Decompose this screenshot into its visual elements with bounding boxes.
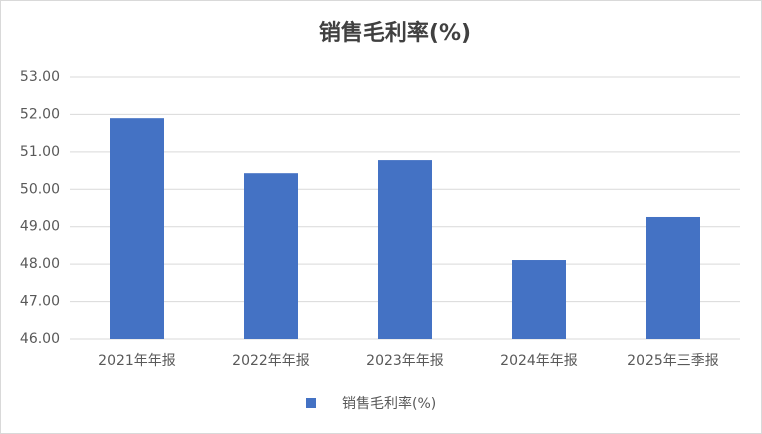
x-tick-label: 2022年年报 bbox=[232, 353, 310, 369]
chart-title: 销售毛利率(%) bbox=[319, 20, 471, 46]
y-tick-label: 46.00 bbox=[20, 331, 60, 347]
bar bbox=[378, 160, 432, 339]
y-tick-label: 48.00 bbox=[20, 256, 60, 272]
bar bbox=[110, 118, 164, 340]
x-tick-label: 2021年年报 bbox=[98, 353, 176, 369]
legend-label: 销售毛利率(%) bbox=[342, 395, 436, 412]
bar bbox=[646, 216, 700, 339]
x-tick-label: 2025年三季报 bbox=[627, 353, 719, 369]
legend-swatch bbox=[306, 398, 316, 408]
x-tick-label: 2023年年报 bbox=[366, 353, 444, 369]
bar bbox=[244, 173, 298, 339]
y-tick-label: 50.00 bbox=[20, 181, 60, 197]
bar bbox=[512, 260, 566, 339]
y-tick-label: 53.00 bbox=[20, 69, 60, 85]
y-tick-label: 52.00 bbox=[20, 106, 60, 122]
y-tick-label: 51.00 bbox=[20, 144, 60, 160]
y-tick-label: 49.00 bbox=[20, 219, 60, 235]
y-tick-label: 47.00 bbox=[20, 294, 60, 310]
x-tick-label: 2024年年报 bbox=[500, 353, 578, 369]
